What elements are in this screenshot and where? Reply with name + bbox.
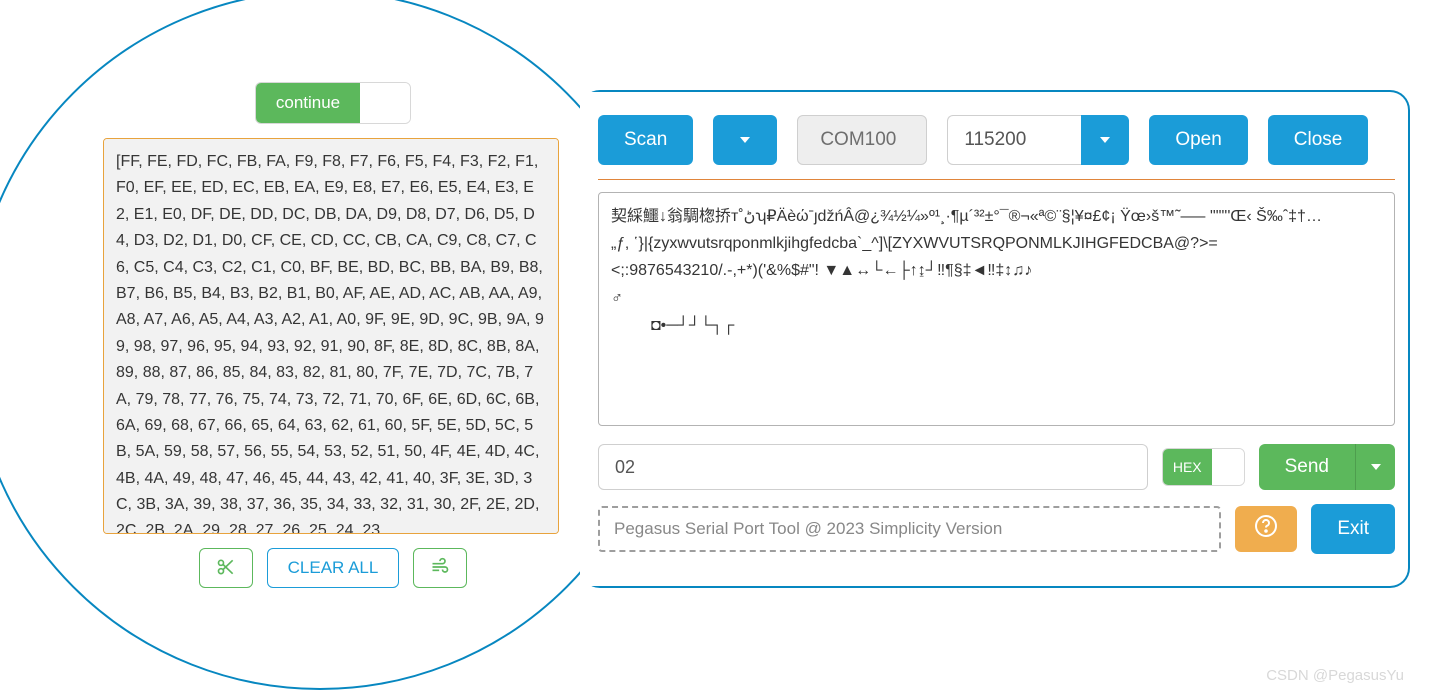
send-dropdown[interactable] — [1355, 444, 1395, 490]
send-button[interactable]: Send — [1259, 444, 1355, 490]
close-button[interactable]: Close — [1268, 115, 1369, 165]
wind-icon — [430, 557, 450, 580]
serial-output[interactable]: 契綵鱷↓翁騆楤挢т˚ڻʮ₽ÄèώˉȷdžńÂ@¿¾½¼»º¹¸·¶µ´³²±°¯… — [598, 192, 1395, 426]
exit-button[interactable]: Exit — [1311, 504, 1395, 554]
cut-button[interactable] — [199, 548, 253, 588]
continue-toggle[interactable]: continue — [255, 82, 411, 124]
continue-label: continue — [256, 83, 360, 123]
chevron-down-icon — [1100, 137, 1110, 143]
baud-rate-input[interactable] — [947, 115, 1081, 165]
hex-toggle-off — [1212, 449, 1244, 485]
refresh-button[interactable] — [413, 548, 467, 588]
hex-label: HEX — [1163, 449, 1212, 485]
command-input[interactable] — [598, 444, 1148, 490]
left-panel: continue [FF, FE, FD, FC, FB, FA, F9, F8… — [103, 82, 563, 588]
help-icon — [1254, 514, 1278, 544]
scan-dropdown[interactable] — [713, 115, 777, 165]
right-panel: Scan COM100 Open Close 契綵鱷↓翁騆楤挢т˚ڻʮ₽Äèώˉ… — [598, 115, 1395, 554]
scissors-icon — [216, 557, 236, 580]
baud-rate-dropdown[interactable] — [1081, 115, 1129, 165]
status-bar: Pegasus Serial Port Tool @ 2023 Simplici… — [598, 506, 1221, 552]
clear-all-button[interactable]: CLEAR ALL — [267, 548, 400, 588]
help-button[interactable] — [1235, 506, 1297, 552]
continue-toggle-off — [360, 83, 410, 123]
chevron-down-icon — [1371, 464, 1381, 470]
scan-button[interactable]: Scan — [598, 115, 693, 165]
hex-dump-output[interactable]: [FF, FE, FD, FC, FB, FA, F9, F8, F7, F6,… — [103, 138, 559, 534]
toolbar-divider — [598, 179, 1395, 180]
hex-mode-toggle[interactable]: HEX — [1162, 448, 1245, 486]
com-port-field: COM100 — [797, 115, 927, 165]
open-button[interactable]: Open — [1149, 115, 1247, 165]
chevron-down-icon — [740, 137, 750, 143]
watermark: CSDN @PegasusYu — [1266, 667, 1404, 684]
